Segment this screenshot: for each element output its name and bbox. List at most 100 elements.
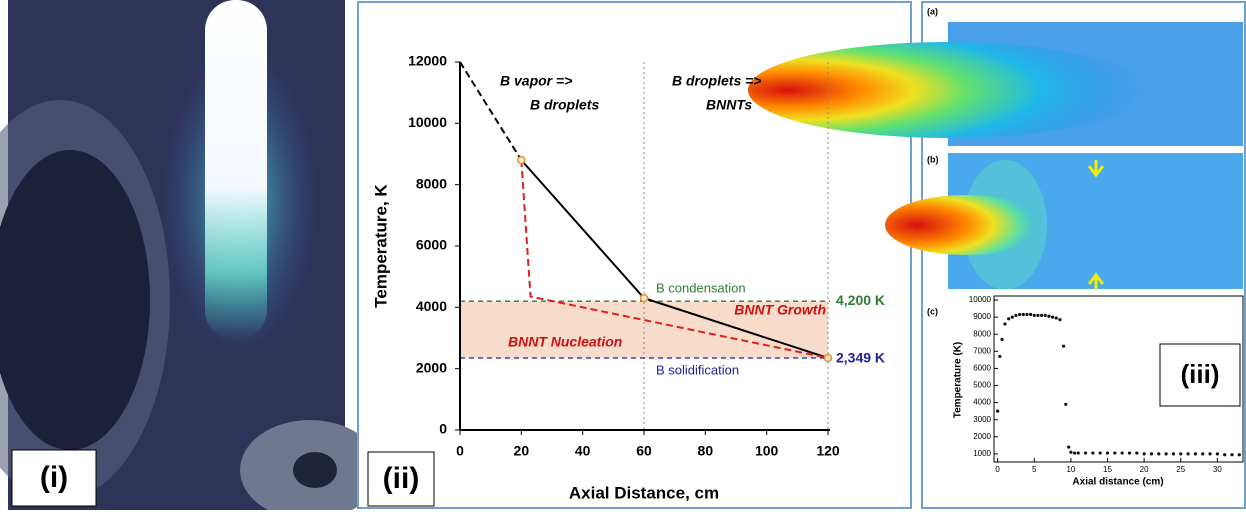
scatter-point [1029,312,1033,317]
scatter-point [1076,451,1080,455]
x-tick-label: 80 [698,443,714,459]
scatter-point [1164,452,1168,456]
y-tick-label: 3000 [973,415,991,424]
scatter-point [1193,452,1197,456]
scatter-point [1014,313,1018,317]
photo-panel: (i) [0,0,380,515]
scatter-point [1072,451,1077,455]
annotation: BNNTs [706,97,752,113]
x-tick-label: 0 [995,465,1000,474]
y-tick-label: 9000 [973,312,991,321]
scatter-point [1032,313,1036,317]
scatter-point [1113,451,1117,455]
y-axis-label: Temperature, K [371,184,390,308]
heatmap-a [748,22,1243,146]
scatter-point [1043,313,1047,317]
y-tick-label: 8000 [973,329,991,338]
panel-label: (iii) [1181,359,1220,389]
x-axis-label: Axial distance (cm) [1072,477,1163,488]
point-marker [517,155,526,165]
scatter-point [1018,312,1022,317]
x-tick-label: 60 [636,443,652,459]
x-tick-label: 20 [514,443,530,459]
x-tick-label: 120 [816,443,840,459]
plot-frame [993,295,1244,463]
reference-value: 4,200 K [836,292,885,308]
scatter-point [1069,450,1073,454]
panel-label: (c) [927,306,938,316]
scatter-point [1064,402,1068,406]
scatter-point [1061,344,1066,348]
scatter-point [998,354,1002,359]
scatter-point [1010,315,1014,319]
line-series [459,61,523,161]
scatter-point [1007,317,1011,321]
point-marker [639,293,649,303]
x-tick-label: 0 [456,443,464,459]
scatter-point [1208,452,1212,456]
scatter-point [1040,313,1044,317]
heatmap-b [885,153,1243,290]
scatter-point [1000,337,1004,341]
scatter-point [1105,451,1110,455]
x-tick-label: 30 [1213,465,1222,474]
y-tick-label: 6000 [416,237,447,253]
annotation: BNNT Growth [734,302,826,318]
y-tick-label: 10000 [408,114,447,130]
y-tick-label: 6000 [973,364,991,373]
x-tick-label: 5 [1032,465,1037,474]
scatter-point [1237,453,1241,457]
y-tick-label: 8000 [416,175,447,191]
scatter-point [1058,318,1062,322]
scatter-point [1003,322,1007,326]
y-tick-label: 10000 [969,295,992,304]
scatter-point [1127,451,1132,455]
y-tick-label: 4000 [416,298,447,314]
y-tick-label: 1000 [973,449,991,458]
x-axis-label: Axial Distance, cm [569,483,719,502]
y-tick-label: 0 [439,421,447,437]
y-axis-label: Temperature (K) [953,342,964,419]
annotation: BNNT Nucleation [508,334,622,350]
panel-label: (a) [927,6,938,16]
reference-value: 2,349 K [836,350,885,366]
scatter-point [1201,452,1205,456]
x-tick-label: 10 [1066,465,1075,474]
scatter-point [1230,453,1234,457]
x-tick-label: 100 [755,443,779,459]
scatter-point [1083,451,1088,455]
x-tick-label: 40 [575,443,591,459]
scatter-point [1021,312,1025,317]
scatter-point [1050,315,1055,319]
scatter-point [1186,452,1190,456]
annotation: B droplets => [672,73,761,89]
reference-text: B solidification [656,362,739,377]
x-tick-label: 20 [1140,465,1149,474]
scatter-point [1047,314,1051,318]
scatter-point [1149,452,1154,456]
reference-text: B condensation [656,281,746,296]
point-marker [823,353,833,363]
annotation: B vapor => [500,73,572,89]
scatter-point [1142,452,1146,456]
label-box [1159,343,1241,407]
panel-label: (ii) [383,462,420,495]
scatter-point [996,409,1000,413]
panel-label: (i) [40,461,68,494]
y-tick-label: 12000 [408,53,447,69]
x-tick-label: 25 [1176,465,1185,474]
scatter-point [1067,445,1071,449]
scatter-point [1054,316,1058,320]
x-tick-label: 15 [1103,465,1112,474]
y-tick-label: 5000 [973,381,991,390]
y-tick-label: 2000 [973,432,991,441]
annotation: B droplets [530,97,599,113]
y-tick-label: 4000 [973,398,991,407]
scatter-point [1223,453,1227,457]
y-tick-label: 2000 [416,359,447,375]
panel-label: (b) [927,154,939,164]
scatter-point [1091,451,1095,455]
scatter-point [1179,452,1183,456]
scatter-point [1036,313,1040,317]
y-tick-label: 7000 [973,346,991,355]
